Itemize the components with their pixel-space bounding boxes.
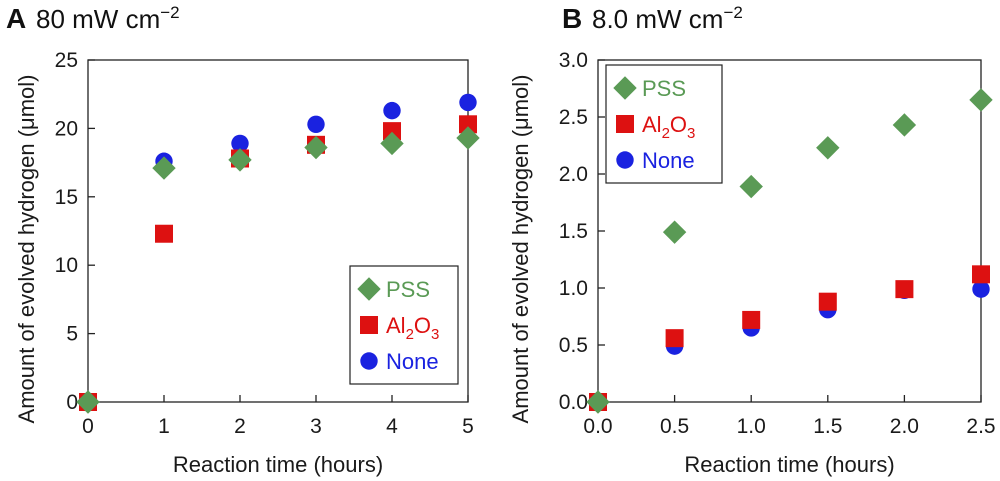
- legend-label-part: Al: [642, 112, 662, 137]
- y-tick-label: 3.0: [559, 49, 588, 72]
- plot-frame: [87, 59, 469, 403]
- legend: PSS Al2O3 None: [349, 265, 459, 385]
- data-point-pss: [892, 113, 917, 137]
- x-tick-label: 2.5: [966, 415, 995, 438]
- legend-label-part: O: [414, 313, 431, 338]
- x-tick-label: 1.0: [737, 415, 766, 438]
- x-tick-label: 5: [462, 415, 474, 438]
- legend: PSS Al2O3 None: [605, 64, 723, 184]
- data-point-al2o3: [155, 224, 173, 243]
- data-point-pss: [456, 126, 480, 150]
- data-point-al2o3: [972, 265, 990, 284]
- panel-title-exponent: −2: [160, 3, 179, 22]
- legend-marker-pss: [613, 76, 637, 100]
- data-point-pss: [586, 390, 610, 414]
- legend-label-part: Al: [386, 313, 406, 338]
- legend-marker-pss: [357, 277, 381, 301]
- panel-letter: A: [6, 3, 26, 34]
- legend-label-pss: PSS: [386, 277, 430, 302]
- x-tick-label: 3: [310, 415, 322, 438]
- y-tick-label: 20: [55, 117, 78, 140]
- panel-title: 80 mW cm−2: [36, 3, 180, 34]
- legend-label-none: None: [642, 148, 695, 173]
- data-point-pss: [739, 174, 763, 199]
- x-axis-label: Reaction time (hours): [173, 452, 383, 477]
- data-point-pss: [662, 220, 687, 244]
- legend-label-pss: PSS: [642, 76, 686, 101]
- data-point-al2o3: [665, 329, 684, 348]
- data-point-none: [972, 280, 990, 298]
- y-tick-label: 25: [55, 49, 78, 72]
- y-tick-label: 0: [66, 391, 78, 414]
- y-axis-label: Amount of evolved hydrogen (μmol): [14, 75, 39, 424]
- x-tick-label: 1.5: [813, 415, 842, 438]
- legend-label-none: None: [386, 349, 439, 374]
- legend-label-al2o3: Al2O3: [386, 313, 439, 343]
- y-tick-label: 2.0: [559, 163, 588, 186]
- data-point-none: [459, 93, 477, 112]
- data-point-al2o3: [895, 280, 914, 299]
- data-point-pss: [76, 390, 100, 414]
- data-point-pss: [304, 135, 328, 160]
- y-tick-label: 1.0: [559, 277, 588, 300]
- y-tick-label: 2.5: [559, 106, 588, 129]
- data-point-none: [383, 101, 401, 120]
- data-point-al2o3: [383, 122, 401, 141]
- legend-marker-none: [360, 352, 378, 370]
- legend-marker-none: [616, 151, 634, 169]
- panel-title-value: 80 mW cm: [36, 4, 160, 34]
- y-tick-label: 10: [55, 254, 78, 277]
- data-point-pss: [816, 136, 840, 160]
- legend-marker-al2o3: [616, 115, 634, 133]
- legend-label-part: O: [670, 112, 687, 137]
- panel-letter: B: [562, 3, 582, 34]
- x-tick-label: 4: [386, 415, 398, 438]
- y-tick-label: 0.0: [559, 391, 588, 414]
- x-tick-label: 0.5: [660, 415, 689, 438]
- panel-title: 8.0 mW cm−2: [592, 3, 743, 34]
- x-tick-label: 0: [82, 415, 94, 438]
- legend-label-subscript: 3: [431, 326, 439, 343]
- legend-label-subscript: 2: [662, 125, 670, 142]
- legend-marker-al2o3: [360, 316, 378, 334]
- y-tick-label: 15: [55, 186, 78, 209]
- data-point-none: [307, 115, 325, 133]
- data-point-al2o3: [742, 310, 761, 329]
- data-point-pss: [152, 156, 176, 180]
- panel-title-exponent: −2: [723, 3, 742, 22]
- y-tick-label: 0.5: [559, 334, 588, 357]
- x-tick-label: 2.0: [890, 415, 919, 438]
- data-point-pss: [228, 148, 252, 172]
- data-point-none: [231, 134, 249, 153]
- data-point-al2o3: [818, 292, 837, 311]
- x-tick-label: 2: [234, 415, 246, 438]
- legend-label-al2o3: Al2O3: [642, 112, 695, 142]
- y-tick-label: 1.5: [559, 220, 588, 243]
- panel-b: B 8.0 mW cm−2 0.0 0.5 1.0 1.5 2.0 2.5 0.0 0.5 1.0 1…: [508, 3, 996, 477]
- y-tick-label: 5: [66, 323, 78, 346]
- x-tick-label: 1: [158, 415, 170, 438]
- data-point-al2o3: [459, 115, 477, 134]
- data-point-pss: [380, 131, 404, 156]
- legend-label-subscript: 2: [406, 326, 414, 343]
- x-tick-label: 0.0: [583, 415, 612, 438]
- x-axis-label: Reaction time (hours): [684, 452, 894, 477]
- legend-label-subscript: 3: [687, 125, 695, 142]
- y-axis-label: Amount of evolved hydrogen (μmol): [508, 75, 533, 424]
- data-point-pss: [969, 88, 993, 112]
- panel-title-value: 8.0 mW cm: [592, 4, 723, 34]
